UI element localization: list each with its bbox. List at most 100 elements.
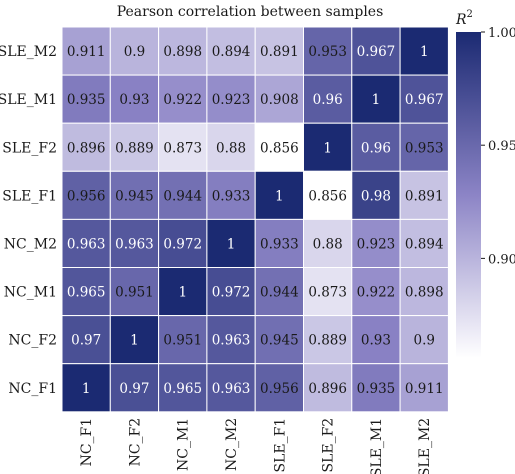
cell-value-label: 0.898: [163, 44, 202, 60]
heatmap-cell: [254, 267, 304, 317]
colorbar-tick-label: 1.00: [488, 26, 515, 41]
cell-value-label: 0.945: [115, 188, 154, 204]
cell-value-label: 0.93: [361, 333, 391, 349]
x-tick-label: SLE_F2: [321, 418, 337, 473]
heatmap-cell: [61, 363, 111, 413]
heatmap-cell: [303, 267, 353, 317]
heatmap-cell: [351, 218, 401, 268]
cell-value-label: 1: [372, 92, 381, 108]
cell-value-label: 0.953: [308, 44, 347, 60]
cell-value-label: 0.911: [67, 44, 106, 60]
heatmap-cell: [158, 267, 208, 317]
cell-value-label: 0.944: [260, 285, 299, 301]
cell-value-label: 0.889: [308, 333, 347, 349]
heatmap-cell: [399, 315, 449, 365]
heatmap-cell: [206, 170, 256, 220]
cell-value-label: 0.956: [260, 381, 299, 397]
y-tick-label: SLE_F2: [2, 140, 57, 156]
cell-value-label: 1: [130, 333, 139, 349]
heatmap-cell: [158, 363, 208, 413]
heatmap-cell: [254, 218, 304, 268]
cell-value-label: 0.9: [124, 44, 145, 60]
cell-value-label: 0.873: [308, 285, 347, 301]
cell-value-label: 0.97: [119, 381, 149, 397]
heatmap-cell: [254, 122, 304, 172]
x-tick-label: SLE_M2: [417, 418, 433, 474]
heatmap-cell: [109, 267, 160, 317]
cell-value-label: 0.88: [216, 140, 246, 156]
x-tick-label: NC_F2: [127, 418, 143, 467]
heatmap-cell: [351, 267, 401, 317]
heatmap-cell: [351, 122, 401, 172]
heatmap-cell: [351, 315, 401, 365]
cell-value-label: 0.963: [212, 381, 251, 397]
cell-value-label: 0.896: [308, 381, 347, 397]
chart-title: Pearson correlation between samples: [117, 4, 384, 20]
cell-value-label: 0.953: [405, 140, 444, 156]
colorbar-gradient: [456, 32, 481, 358]
cell-value-label: 0.963: [212, 333, 251, 349]
heatmap-cell: [109, 74, 160, 124]
colorbar: R2 1.00 0.95 0.90: [455, 9, 515, 358]
x-tick-label: SLE_M1: [369, 418, 385, 474]
cell-value-label: 0.965: [67, 285, 106, 301]
heatmap-cell: [206, 363, 256, 413]
heatmap-cell: [303, 122, 353, 172]
cell-value-label: 1: [275, 188, 284, 204]
heatmap-cell: [351, 170, 401, 220]
cell-value-label: 1: [178, 285, 187, 301]
heatmap-cell: [303, 74, 353, 124]
cell-value-label: 0.891: [405, 188, 444, 204]
heatmap-cell: [206, 122, 256, 172]
cell-value-label: 0.933: [212, 188, 251, 204]
cell-value-label: 0.96: [361, 140, 391, 156]
heatmap-cell: [399, 363, 449, 413]
cell-value-label: 1: [82, 381, 91, 397]
cell-value-label: 0.908: [260, 92, 299, 108]
cell-value-label: 0.967: [357, 44, 396, 60]
cell-value-label: 0.873: [163, 140, 202, 156]
cell-value-label: 0.935: [357, 381, 396, 397]
cell-value-label: 0.922: [163, 92, 202, 108]
heatmap-cell: [399, 122, 449, 172]
cell-value-label: 0.963: [115, 236, 154, 252]
cell-value-label: 0.98: [361, 188, 391, 204]
colorbar-tick-label: 0.90: [488, 252, 515, 267]
heatmap-cell: [158, 170, 208, 220]
heatmap-cell: [109, 26, 160, 76]
cell-value-label: 0.856: [260, 140, 299, 156]
cell-value-label: 0.956: [67, 188, 106, 204]
cell-value-label: 0.88: [313, 236, 343, 252]
cell-value-label: 0.945: [260, 333, 299, 349]
cell-value-label: 0.93: [119, 92, 149, 108]
heatmap-cell: [61, 122, 111, 172]
heatmap-cell: [158, 26, 208, 76]
cell-value-label: 0.898: [405, 285, 444, 301]
cell-value-label: 0.933: [260, 236, 299, 252]
cell-value-label: 0.923: [212, 92, 251, 108]
heatmap-cell: [109, 315, 160, 365]
y-tick-label: NC_F2: [8, 333, 57, 349]
heatmap-cell: [399, 218, 449, 268]
heatmap-cell: [206, 218, 256, 268]
y-tick-label: SLE_M2: [0, 44, 57, 60]
colorbar-tick-label: 0.95: [488, 139, 515, 154]
cell-value-label: 0.96: [313, 92, 343, 108]
cell-value-label: 0.891: [260, 44, 299, 60]
cell-value-label: 0.922: [357, 285, 396, 301]
y-axis-labels: SLE_M2 SLE_M1 SLE_F2 SLE_F1 NC_M2 NC_M1 NC_F2 N…: [0, 44, 57, 397]
heatmap-cell: [254, 363, 304, 413]
heatmap-cell: [109, 122, 160, 172]
cell-value-label: 0.972: [163, 236, 202, 252]
cell-value-label: 0.935: [67, 92, 106, 108]
heatmap-cell: [303, 26, 353, 76]
x-tick-label: SLE_F1: [272, 418, 288, 473]
heatmap-cell: [254, 315, 304, 365]
cell-value-label: 0.923: [357, 236, 396, 252]
colorbar-title: R2: [455, 9, 473, 28]
heatmap-cell: [303, 363, 353, 413]
cell-value-label: 0.972: [212, 285, 251, 301]
x-tick-label: NC_F1: [79, 418, 95, 467]
cell-value-label: 1: [420, 44, 429, 60]
